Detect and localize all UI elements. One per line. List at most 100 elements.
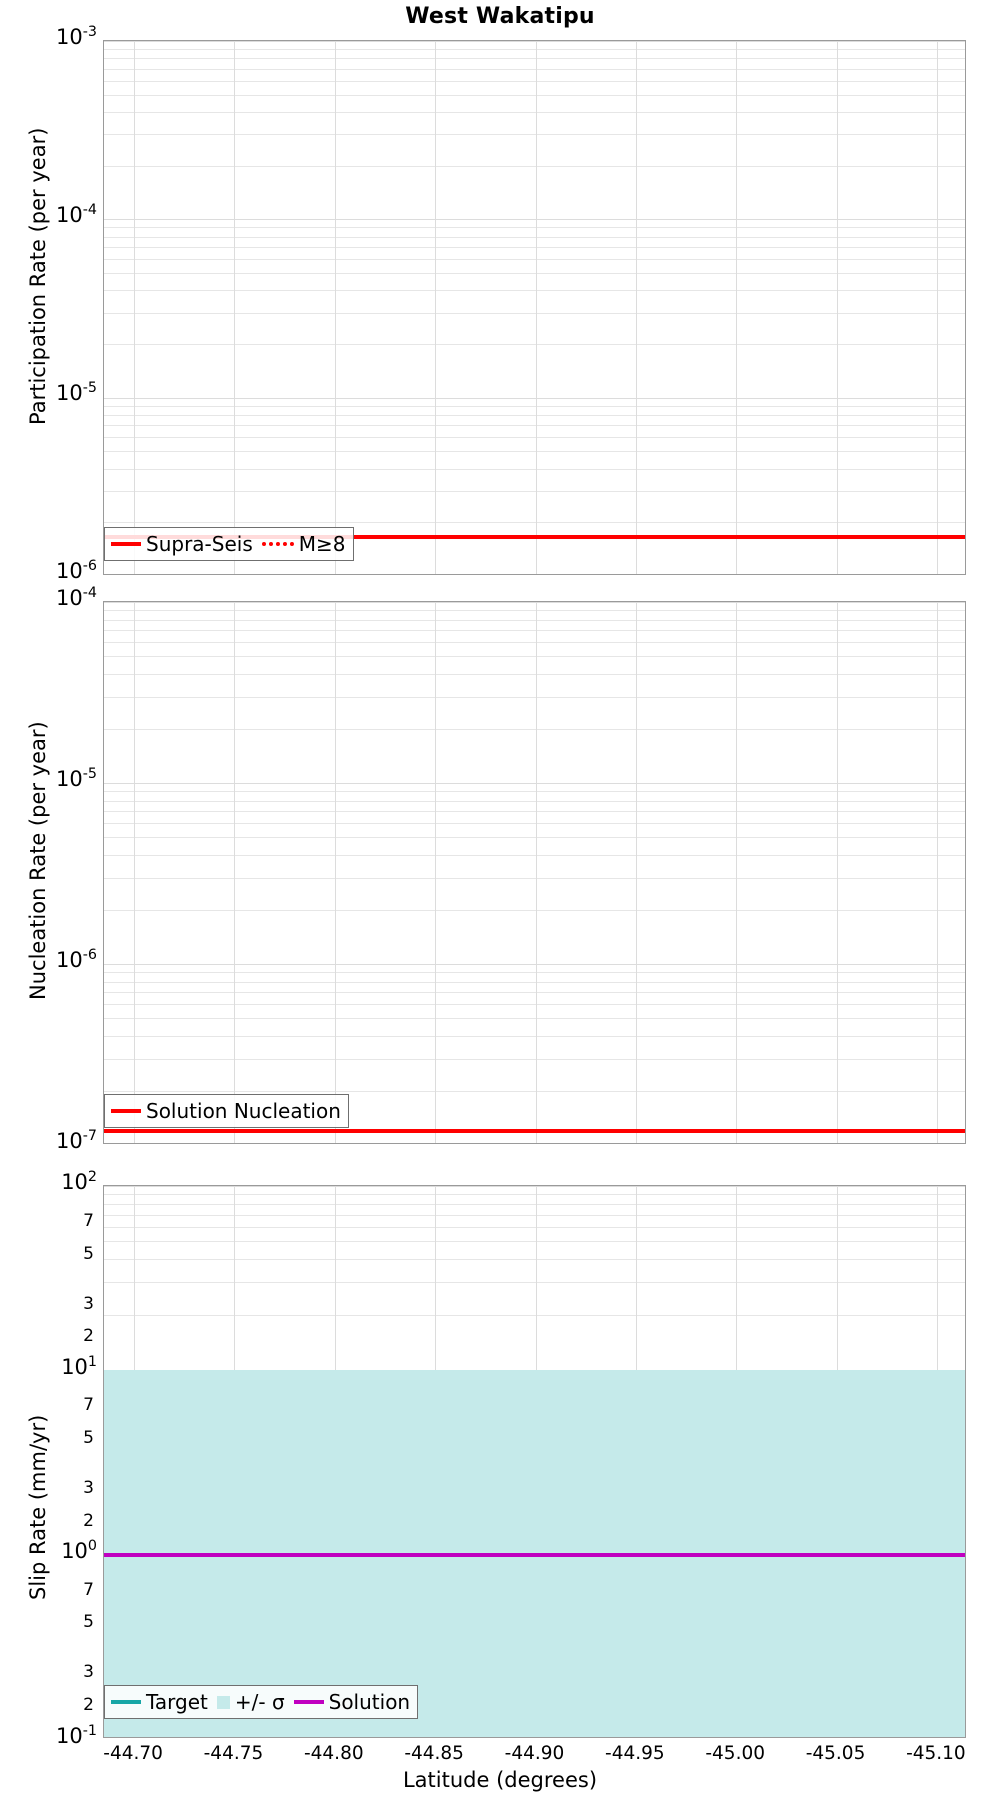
gridline-h (104, 522, 965, 524)
gridline-h (104, 1241, 965, 1243)
gridline-h (104, 41, 965, 42)
ylabel-participation-rate: Participation Rate (per year) (26, 127, 50, 425)
ytick-minor-p3-7a: 7 (83, 1211, 94, 1231)
legend-entry-supra-seis[interactable]: Supra-Seis (111, 532, 253, 556)
gridline-v (435, 41, 437, 574)
panel-nucleation-rate (103, 601, 966, 1144)
legend-slip-rate[interactable]: Target +/- σ Solution (104, 1685, 419, 1719)
ytick-minor-p3-3c: 3 (83, 1662, 94, 1682)
xlabel-latitude: Latitude (degrees) (402, 1768, 598, 1792)
gridline-v (736, 602, 738, 1143)
gridline-h (104, 451, 965, 453)
gridline-h (104, 877, 965, 879)
legend-entry-solution[interactable]: Solution (293, 1690, 410, 1714)
ytick-minor-p3-7c: 7 (83, 1580, 94, 1600)
ytick-minor-p3-5b: 5 (83, 1428, 94, 1448)
gridline-h (104, 94, 965, 96)
gridline-h (104, 227, 965, 229)
ytick-minor-p3-7b: 7 (83, 1395, 94, 1415)
gridline-h (104, 1282, 965, 1284)
gridline-h (104, 273, 965, 275)
ytick-minor-p3-2a: 2 (83, 1326, 94, 1346)
ytick-minor-p3-2b: 2 (83, 1511, 94, 1531)
gridline-h (104, 290, 965, 292)
series-line (104, 1552, 965, 1557)
gridline-h (104, 414, 965, 416)
ytick-minor-p3-3a: 3 (83, 1294, 94, 1314)
gridline-h (104, 111, 965, 113)
ytick-minor-p3-5a: 5 (83, 1244, 94, 1264)
plot-area-nucleation (104, 602, 965, 1143)
legend-nucleation[interactable]: Solution Nucleation (104, 1094, 349, 1128)
gridline-h (104, 468, 965, 470)
gridline-h (104, 312, 965, 314)
gridline-h (104, 837, 965, 839)
gridline-h (104, 610, 965, 612)
ytick-p1-1: 10-4 (56, 202, 97, 227)
gridline-h (104, 1214, 965, 1216)
ytick-p3-0: 102 (61, 1169, 97, 1194)
gridline-v (234, 602, 236, 1143)
teal-line-swatch-icon (111, 1700, 141, 1704)
gridline-h (104, 68, 965, 70)
gridline-h (104, 134, 965, 136)
xtick-label-8: -45.10 (906, 1743, 966, 1764)
gridline-h (104, 800, 965, 802)
gridline-h (104, 1090, 965, 1092)
plot-area-slip-rate (104, 1186, 965, 1737)
gridline-v (535, 41, 537, 574)
legend-label-supra-seis: Supra-Seis (146, 532, 253, 556)
legend-entry-m8[interactable]: M≥8 (261, 532, 346, 556)
gridline-v (635, 602, 637, 1143)
ytick-p3-3: 10-1 (56, 1723, 97, 1748)
gridline-h (104, 909, 965, 911)
gridline-h (104, 964, 965, 965)
ytick-p1-3: 10-6 (56, 558, 97, 583)
ytick-p2-2: 10-6 (56, 947, 97, 972)
legend-entry-solution-nucleation[interactable]: Solution Nucleation (111, 1099, 341, 1123)
gridline-h (104, 80, 965, 82)
xtick-label-0: -44.70 (103, 1743, 163, 1764)
ytick-minor-p3-3b: 3 (83, 1478, 94, 1498)
gridline-h (104, 490, 965, 492)
legend-entry-target[interactable]: Target (111, 1690, 208, 1714)
line-swatch-icon (111, 1109, 141, 1113)
ytick-p1-2: 10-5 (56, 380, 97, 405)
legend-entry-sigma[interactable]: +/- σ (216, 1690, 285, 1714)
series-line (104, 1128, 965, 1133)
legend-label-m8: M≥8 (298, 532, 346, 556)
ylabel-slip-rate: Slip Rate (mm/yr) (26, 1414, 50, 1600)
xtick-label-5: -44.95 (605, 1743, 665, 1764)
gridline-h (104, 236, 965, 238)
gridline-v (134, 602, 136, 1143)
gridline-h (104, 1058, 965, 1060)
gridline-h (104, 1226, 965, 1228)
gridline-h (104, 437, 965, 439)
band-patch-swatch-icon (216, 1695, 230, 1709)
gridline-h (104, 992, 965, 994)
gridline-h (104, 728, 965, 730)
dotted-line-swatch-icon (261, 542, 294, 546)
gridline-v (134, 41, 136, 574)
legend-label-target: Target (146, 1690, 208, 1714)
gridline-h (104, 58, 965, 60)
gridline-h (104, 602, 965, 603)
ytick-minor-p3-5c: 5 (83, 1612, 94, 1632)
ytick-minor-p3-2c: 2 (83, 1695, 94, 1715)
ytick-p3-1: 101 (61, 1354, 97, 1379)
legend-participation[interactable]: Supra-Seis M≥8 (104, 527, 354, 561)
gridline-h (104, 811, 965, 813)
gridline-h (104, 1036, 965, 1038)
gridline-v (535, 602, 537, 1143)
gridline-v (334, 41, 336, 574)
gridline-h (104, 1203, 965, 1205)
ylabel-nucleation-rate: Nucleation Rate (per year) (26, 721, 50, 1000)
magenta-line-swatch-icon (293, 1700, 324, 1704)
gridline-h (104, 258, 965, 260)
ytick-p3-2: 100 (61, 1538, 97, 1563)
gridline-v (635, 41, 637, 574)
xtick-label-1: -44.75 (203, 1743, 264, 1764)
gridline-v (234, 41, 236, 574)
xtick-label-3: -44.85 (404, 1743, 464, 1764)
